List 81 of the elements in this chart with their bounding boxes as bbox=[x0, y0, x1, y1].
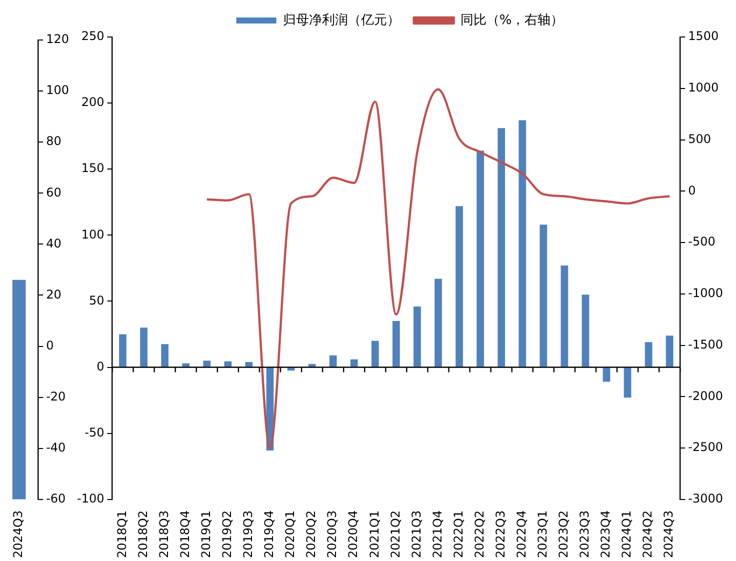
x-tick-label: 2019Q2 bbox=[220, 510, 234, 558]
x-tick-label: 2023Q3 bbox=[578, 510, 592, 558]
x-tick-label: 2018Q3 bbox=[156, 510, 171, 558]
x-tick-label: 2021Q4 bbox=[430, 510, 444, 558]
bar bbox=[602, 368, 610, 382]
bar bbox=[518, 120, 526, 367]
bar bbox=[119, 334, 126, 367]
y-tick-label: 50 bbox=[88, 293, 104, 308]
x-tick-label: 2018Q1 bbox=[114, 510, 129, 558]
x-tick-label: 2024Q3 bbox=[11, 510, 26, 558]
y2-tick-label: 1500 bbox=[688, 29, 719, 44]
y-tick-label: 120 bbox=[46, 32, 69, 46]
x-tick-label: 2018Q2 bbox=[136, 510, 150, 558]
y-tick-label: -100 bbox=[77, 492, 104, 506]
x-tick-label: 2022Q3 bbox=[493, 510, 508, 558]
y-tick-label: 0 bbox=[46, 338, 54, 352]
x-tick-label: 2021Q3 bbox=[409, 510, 424, 558]
bar bbox=[456, 206, 463, 367]
x-tick-label: 2021Q1 bbox=[367, 510, 382, 558]
y-tick-label: 250 bbox=[81, 29, 104, 44]
y2-tick-label: -2500 bbox=[688, 440, 724, 454]
y-tick-label: 60 bbox=[46, 185, 62, 200]
bar bbox=[224, 361, 232, 367]
bar bbox=[329, 355, 337, 367]
x-tick-label: 2020Q3 bbox=[325, 510, 340, 558]
bar bbox=[140, 328, 148, 367]
bar bbox=[498, 128, 506, 367]
legend-label: 归母净利润（亿元） bbox=[282, 12, 400, 28]
y2-tick-label: -1000 bbox=[688, 286, 724, 300]
bar bbox=[371, 340, 379, 367]
y-tick-label: 0 bbox=[96, 359, 104, 374]
bar bbox=[392, 321, 400, 367]
bar bbox=[161, 344, 168, 367]
x-tick-label: 2023Q4 bbox=[598, 510, 613, 558]
x-tick-label: 2020Q4 bbox=[346, 510, 360, 558]
bar bbox=[540, 224, 548, 367]
legend-label: 同比（%，右轴） bbox=[460, 12, 564, 28]
x-tick-label: 2023Q2 bbox=[556, 510, 571, 558]
x-tick-label: 2022Q4 bbox=[514, 510, 529, 558]
bar bbox=[666, 336, 674, 367]
bar bbox=[476, 150, 484, 367]
y-tick-label: 150 bbox=[81, 161, 104, 176]
y2-tick-label: -2000 bbox=[688, 388, 724, 403]
y2-tick-label: -500 bbox=[688, 234, 716, 249]
y2-tick-label: 0 bbox=[688, 183, 696, 198]
x-tick-label: 2024Q3 bbox=[662, 510, 676, 558]
y2-tick-label: -3000 bbox=[688, 492, 724, 506]
bar bbox=[582, 294, 590, 367]
bar bbox=[414, 306, 421, 367]
x-tick-label: 2024Q1 bbox=[620, 510, 634, 558]
x-tick-label: 2023Q1 bbox=[536, 510, 550, 558]
x-tick-label: 2020Q1 bbox=[283, 510, 298, 558]
x-tick-label: 2019Q3 bbox=[241, 510, 256, 558]
y-tick-label: 40 bbox=[46, 236, 62, 250]
y-tick-label: 100 bbox=[46, 83, 69, 98]
y-tick-label: -50 bbox=[84, 425, 104, 440]
x-tick-label: 2022Q2 bbox=[472, 510, 486, 558]
y-tick-label: -20 bbox=[46, 389, 66, 404]
bar bbox=[644, 342, 652, 367]
bar bbox=[350, 359, 358, 367]
y-tick-label: 20 bbox=[46, 287, 62, 302]
y-tick-label: -60 bbox=[46, 492, 66, 506]
line-series bbox=[206, 88, 671, 450]
y2-tick-label: 1000 bbox=[688, 80, 719, 94]
x-tick-label: 2019Q4 bbox=[262, 510, 276, 558]
x-tick-label: 2019Q1 bbox=[199, 510, 214, 558]
x-tick-label: 2024Q2 bbox=[640, 510, 655, 558]
bar bbox=[434, 278, 442, 367]
bar bbox=[560, 266, 568, 367]
y2-tick-label: -1500 bbox=[688, 337, 724, 352]
y2-tick-label: 500 bbox=[688, 132, 712, 146]
bar bbox=[624, 368, 632, 398]
bar bbox=[203, 360, 211, 367]
y-tick-label: 200 bbox=[81, 95, 104, 110]
x-tick-label: 2022Q1 bbox=[451, 510, 466, 558]
x-tick-label: 2020Q2 bbox=[304, 510, 318, 558]
x-tick-label: 2018Q4 bbox=[178, 510, 192, 558]
x-tick-label: 2021Q2 bbox=[388, 510, 402, 558]
y-tick-label: 80 bbox=[46, 134, 62, 148]
y-tick-label: -40 bbox=[46, 440, 66, 454]
y-tick-label: 100 bbox=[81, 227, 104, 242]
